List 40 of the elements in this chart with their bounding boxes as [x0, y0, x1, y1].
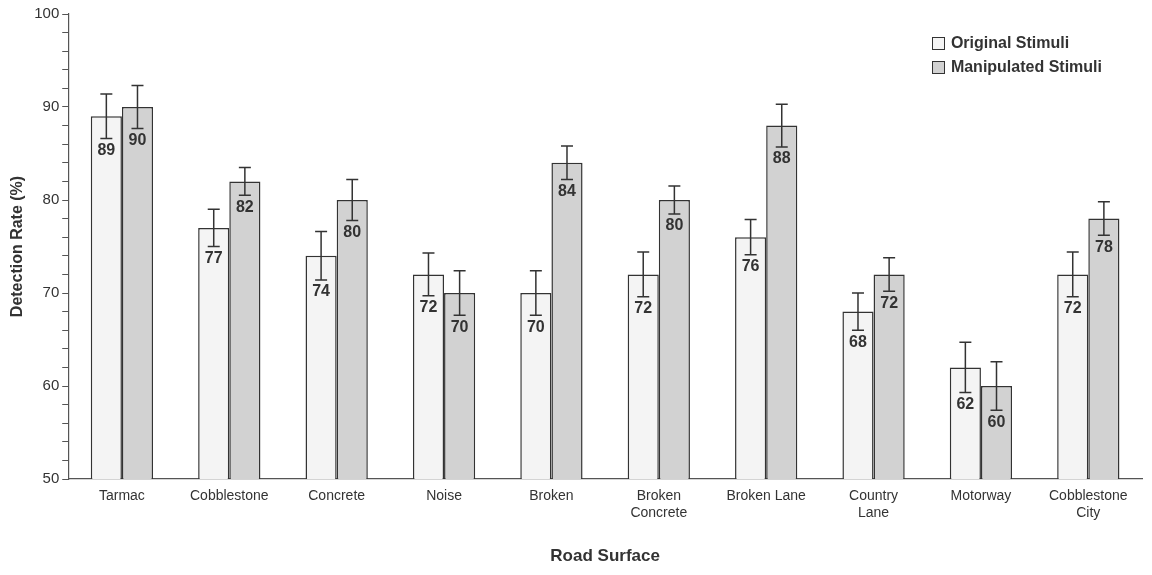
x-axis-title: Road Surface [550, 546, 660, 566]
x-tick-label: Cobblestone City [1049, 487, 1128, 521]
data-label: 76 [741, 257, 760, 275]
x-tick-label: Broken Concrete [630, 487, 688, 521]
x-tick-label: Motorway [950, 487, 1012, 504]
x-tick-label: Noise [426, 487, 463, 504]
data-label: 90 [128, 130, 147, 148]
y-tick-label: 70 [42, 283, 60, 301]
data-label: 70 [450, 317, 469, 335]
data-label: 72 [1063, 299, 1082, 317]
data-label: 77 [204, 248, 223, 266]
data-label: 72 [880, 293, 899, 311]
x-tick-label: Concrete [308, 487, 366, 504]
data-label: 80 [665, 216, 684, 234]
data-label: 70 [526, 317, 545, 335]
data-label: 72 [419, 298, 438, 316]
x-tick-label: Cobblestone [189, 487, 269, 504]
y-tick-label: 60 [42, 376, 60, 394]
data-label: 72 [634, 299, 653, 317]
y-tick-label: 100 [34, 4, 60, 22]
data-label: 68 [849, 332, 867, 350]
x-tick-label: Country Lane [849, 487, 899, 521]
y-axis-title: Detection Rate (%) [8, 175, 26, 318]
legend-label: Manipulated Stimuli [950, 58, 1102, 76]
y-tick-label: 50 [42, 469, 60, 487]
data-label: 62 [956, 394, 975, 412]
data-label: 74 [312, 282, 331, 300]
y-tick-label: 80 [42, 190, 60, 208]
data-label: 78 [1094, 237, 1113, 255]
data-label: 84 [558, 181, 576, 199]
x-tick-label: Broken Lane [726, 487, 807, 504]
data-label: 89 [97, 141, 116, 159]
y-tick-label: 90 [42, 97, 60, 115]
x-tick-label: Tarmac [98, 487, 145, 504]
data-label: 80 [343, 222, 362, 240]
data-label: 60 [987, 412, 1006, 430]
x-tick-label: Broken [529, 487, 574, 504]
data-label: 88 [772, 149, 791, 167]
data-label: 82 [235, 197, 254, 215]
text: Original Stimuli [950, 34, 1070, 52]
